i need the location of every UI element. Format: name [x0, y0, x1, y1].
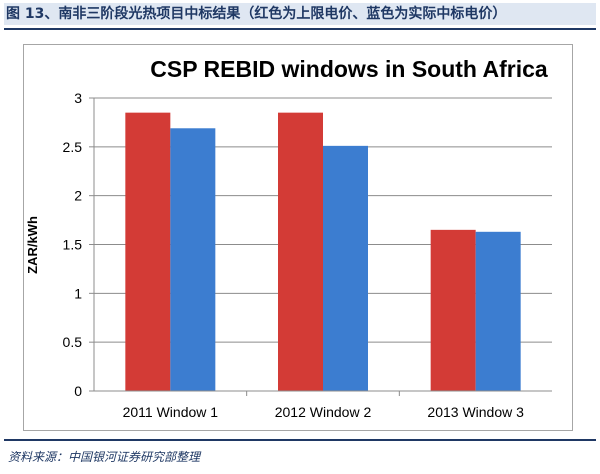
chart-frame: CSP REBID windows in South Africa 0 0.5 1 1… [23, 44, 573, 431]
caption-divider [4, 28, 596, 30]
bar-chart: CSP REBID windows in South Africa 0 0.5 1 1… [25, 56, 552, 420]
y-tick-label: 1.5 [63, 237, 83, 253]
x-tick-label: 2013 Window 3 [427, 404, 524, 420]
bar [323, 145, 368, 391]
y-tick-label: 2.5 [63, 139, 83, 155]
bar [278, 112, 323, 392]
footer-divider [4, 439, 596, 441]
y-tick-label: 0 [74, 383, 82, 399]
y-axis-label: ZAR/kWh [25, 216, 40, 274]
x-tick-label: 2012 Window 2 [275, 404, 372, 420]
bar [430, 229, 476, 391]
y-tick-label: 3 [74, 90, 82, 106]
bar [475, 231, 521, 391]
bar [125, 112, 171, 392]
bar [170, 128, 216, 391]
bars [125, 112, 521, 392]
source-note: 资料来源：中国银河证券研究部整理 [8, 450, 201, 464]
chart-title: CSP REBID windows in South Africa [150, 56, 548, 82]
figure-caption: 图 13、南非三阶段光热项目中标结果（红色为上限电价、蓝色为实际中标电价） [4, 3, 596, 25]
x-tick-label: 2011 Window 1 [123, 404, 219, 420]
axes [89, 97, 552, 396]
y-tick-label: 1 [74, 285, 82, 301]
y-tick-labels: 0 0.5 1 1.5 2 2.5 3 [63, 90, 83, 399]
y-tick-label: 0.5 [63, 334, 83, 350]
x-tick-labels: 2011 Window 1 2012 Window 2 2013 Window 3 [123, 404, 525, 420]
y-tick-label: 2 [74, 188, 82, 204]
